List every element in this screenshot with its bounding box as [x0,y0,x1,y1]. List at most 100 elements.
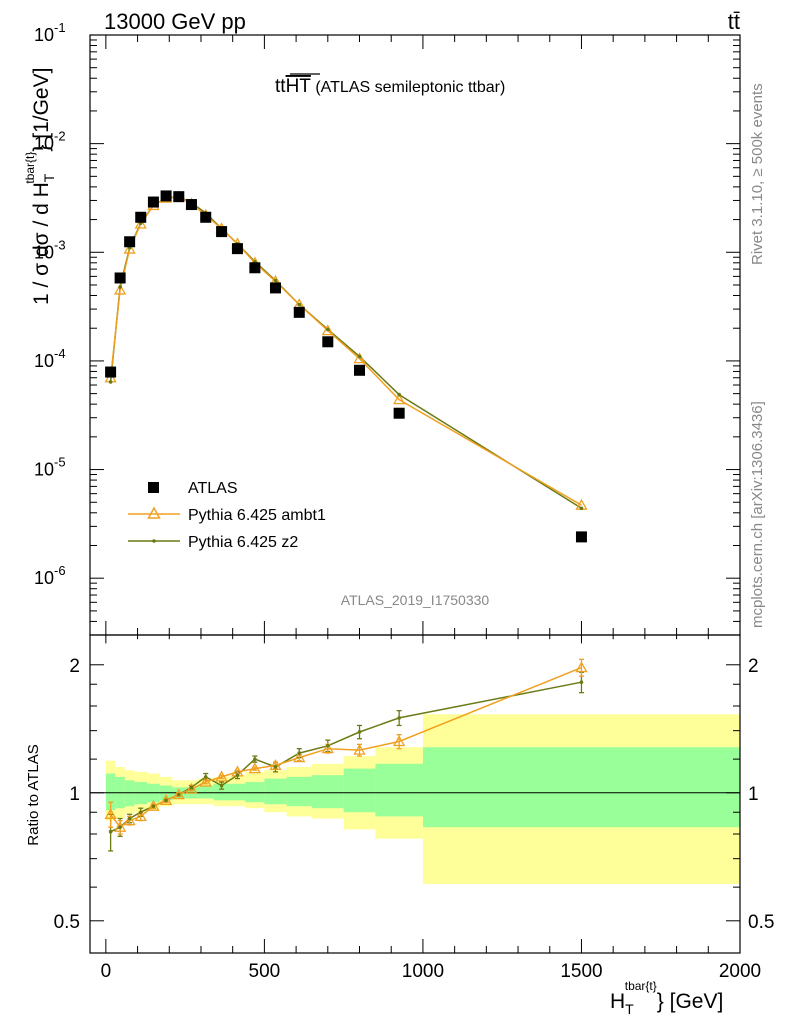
atlas-point [114,272,126,284]
main-ytick-base: 10 [34,134,54,154]
ratio-ytick-label-right: 0.5 [748,912,774,933]
legend-ambt1-marker [147,506,161,519]
plot-title: ttHT (ATLAS semileptonic ttbar) [275,76,505,97]
ambt1-line [109,195,582,506]
ratio-ambt1-point [248,762,261,774]
legend-ambt1-label: Pythia 6.425 ambt1 [188,507,326,524]
z2-point [273,278,278,283]
main-ylabel: 1 / σ dσ / d HTtbar{t}} [1/GeV] [23,68,57,305]
ratio-ambt1-point [353,743,366,755]
ratio-xtick-label: 2000 [719,961,761,982]
ratio-band-inner [422,747,740,828]
ambt1-point [134,217,147,229]
z2-point [579,506,584,511]
atlas-point [249,262,261,274]
atlas-point [231,243,243,255]
ratio-ytick-label-left: 2 [69,656,80,677]
title-over: HT [286,76,312,97]
ratio-ambt1-point [321,742,334,754]
atlas-point [216,226,228,238]
ratio-ambt1-point [172,788,185,800]
atlas-point [185,199,197,211]
z2-point [326,327,330,332]
atlas-point [105,366,117,378]
ratio-ambt1-point [393,735,406,747]
legend-atlas-label: ATLAS [188,480,238,497]
ratio-ylabel: Ratio to ATLAS [25,744,42,845]
ratio-band-inner [343,768,376,813]
atlas-point [393,407,405,419]
atlas-point [354,364,366,376]
ratio-ambt1-point [199,775,212,787]
ambt1-point [353,352,366,364]
ratio-ambt1-point [123,814,136,826]
ratio-z2-point [138,810,143,815]
ratio-frame [89,634,741,954]
atlas-point [160,190,172,202]
ratio-ambt1-point [185,782,198,794]
atlas-point [269,282,281,294]
z2-line [109,195,582,509]
atlas-point [322,336,334,348]
ratio-z2-point [164,798,168,803]
ratio-ambt1-point [575,661,588,673]
ratio-ambt1-point [159,793,173,805]
legend-z2-label: Pythia 6.425 z2 [188,534,298,551]
ylabel-main: 1 / σ dσ / d H [30,182,53,305]
ratio-z2-point [176,792,181,797]
main-axis-ticks: 10-110-210-310-410-510-6 [34,20,741,636]
ratio-z2-point [235,773,240,777]
z2-point [297,302,302,307]
ratio-ytick-label-right: 1 [748,784,759,805]
ambt1-point [114,283,127,295]
ratio-band-inner [197,785,214,799]
ratio-z2-point [189,785,194,790]
ratio-series-layer [104,658,588,852]
xlabel-sup: tbar{t} [625,979,657,993]
ratio-xtick-label: 1500 [560,961,602,982]
ratio-ytick-label-right: 2 [748,656,759,677]
ratio-ambt1-point [215,770,228,782]
atlas-point [124,236,136,248]
ratio-z2-point [357,730,362,734]
ambt1-point [123,242,136,254]
ratio-band-inner [245,782,265,803]
z2-point [118,285,122,289]
main-ytick-label: 10-1 [34,20,66,45]
ratio-band-inner [264,778,287,805]
ratio-z2-point [253,757,257,761]
legend-atlas-marker [148,482,159,493]
ratio-z2-point [326,743,330,748]
main-ytick-exp: -4 [54,346,66,361]
atlas-point [575,531,587,543]
ratio-z2-point [397,716,401,720]
main-ytick-label: 10-3 [34,237,66,262]
process-label: tt̄ [728,9,740,34]
ratio-xtick-label: 500 [249,961,281,982]
ylabel-tail: } [1/GeV] [30,68,53,152]
ratio-ambt1-point [114,820,127,832]
ratio-axis-ticks: 0 500 1000 1500 2000 2 2 1 1 0.5 0.5 [54,635,774,982]
title-rest: (ATLAS semileptonic ttbar) [311,79,505,96]
xlabel-tail: } [GeV] [657,990,724,1013]
xlabel-main: H [610,990,625,1013]
ratio-band-inner [375,763,423,817]
xlabel-sub: T [625,1001,634,1017]
main-ytick-base: 10 [34,242,54,262]
legend-z2-marker [152,539,156,543]
main-ytick-base: 10 [34,351,54,371]
atlas-point [173,191,185,203]
ratio-ambt1-point [293,751,306,763]
ratio-band-inner [286,776,312,807]
ratio-z2-line [110,681,582,833]
ratio-z2-point [127,816,132,821]
ratio-ytick-label-left: 1 [69,784,80,805]
ambt1-point [321,324,334,336]
legend: ATLAS Pythia 6.425 ambt1 Pythia 6.425 z2 [128,480,326,551]
main-ytick-label: 10-4 [34,346,66,371]
ratio-z2-point [297,751,302,755]
ylabel-sup: tbar{t} [23,152,37,184]
ratio-ambt1-line [109,666,582,829]
main-ytick-exp: -2 [54,129,66,144]
